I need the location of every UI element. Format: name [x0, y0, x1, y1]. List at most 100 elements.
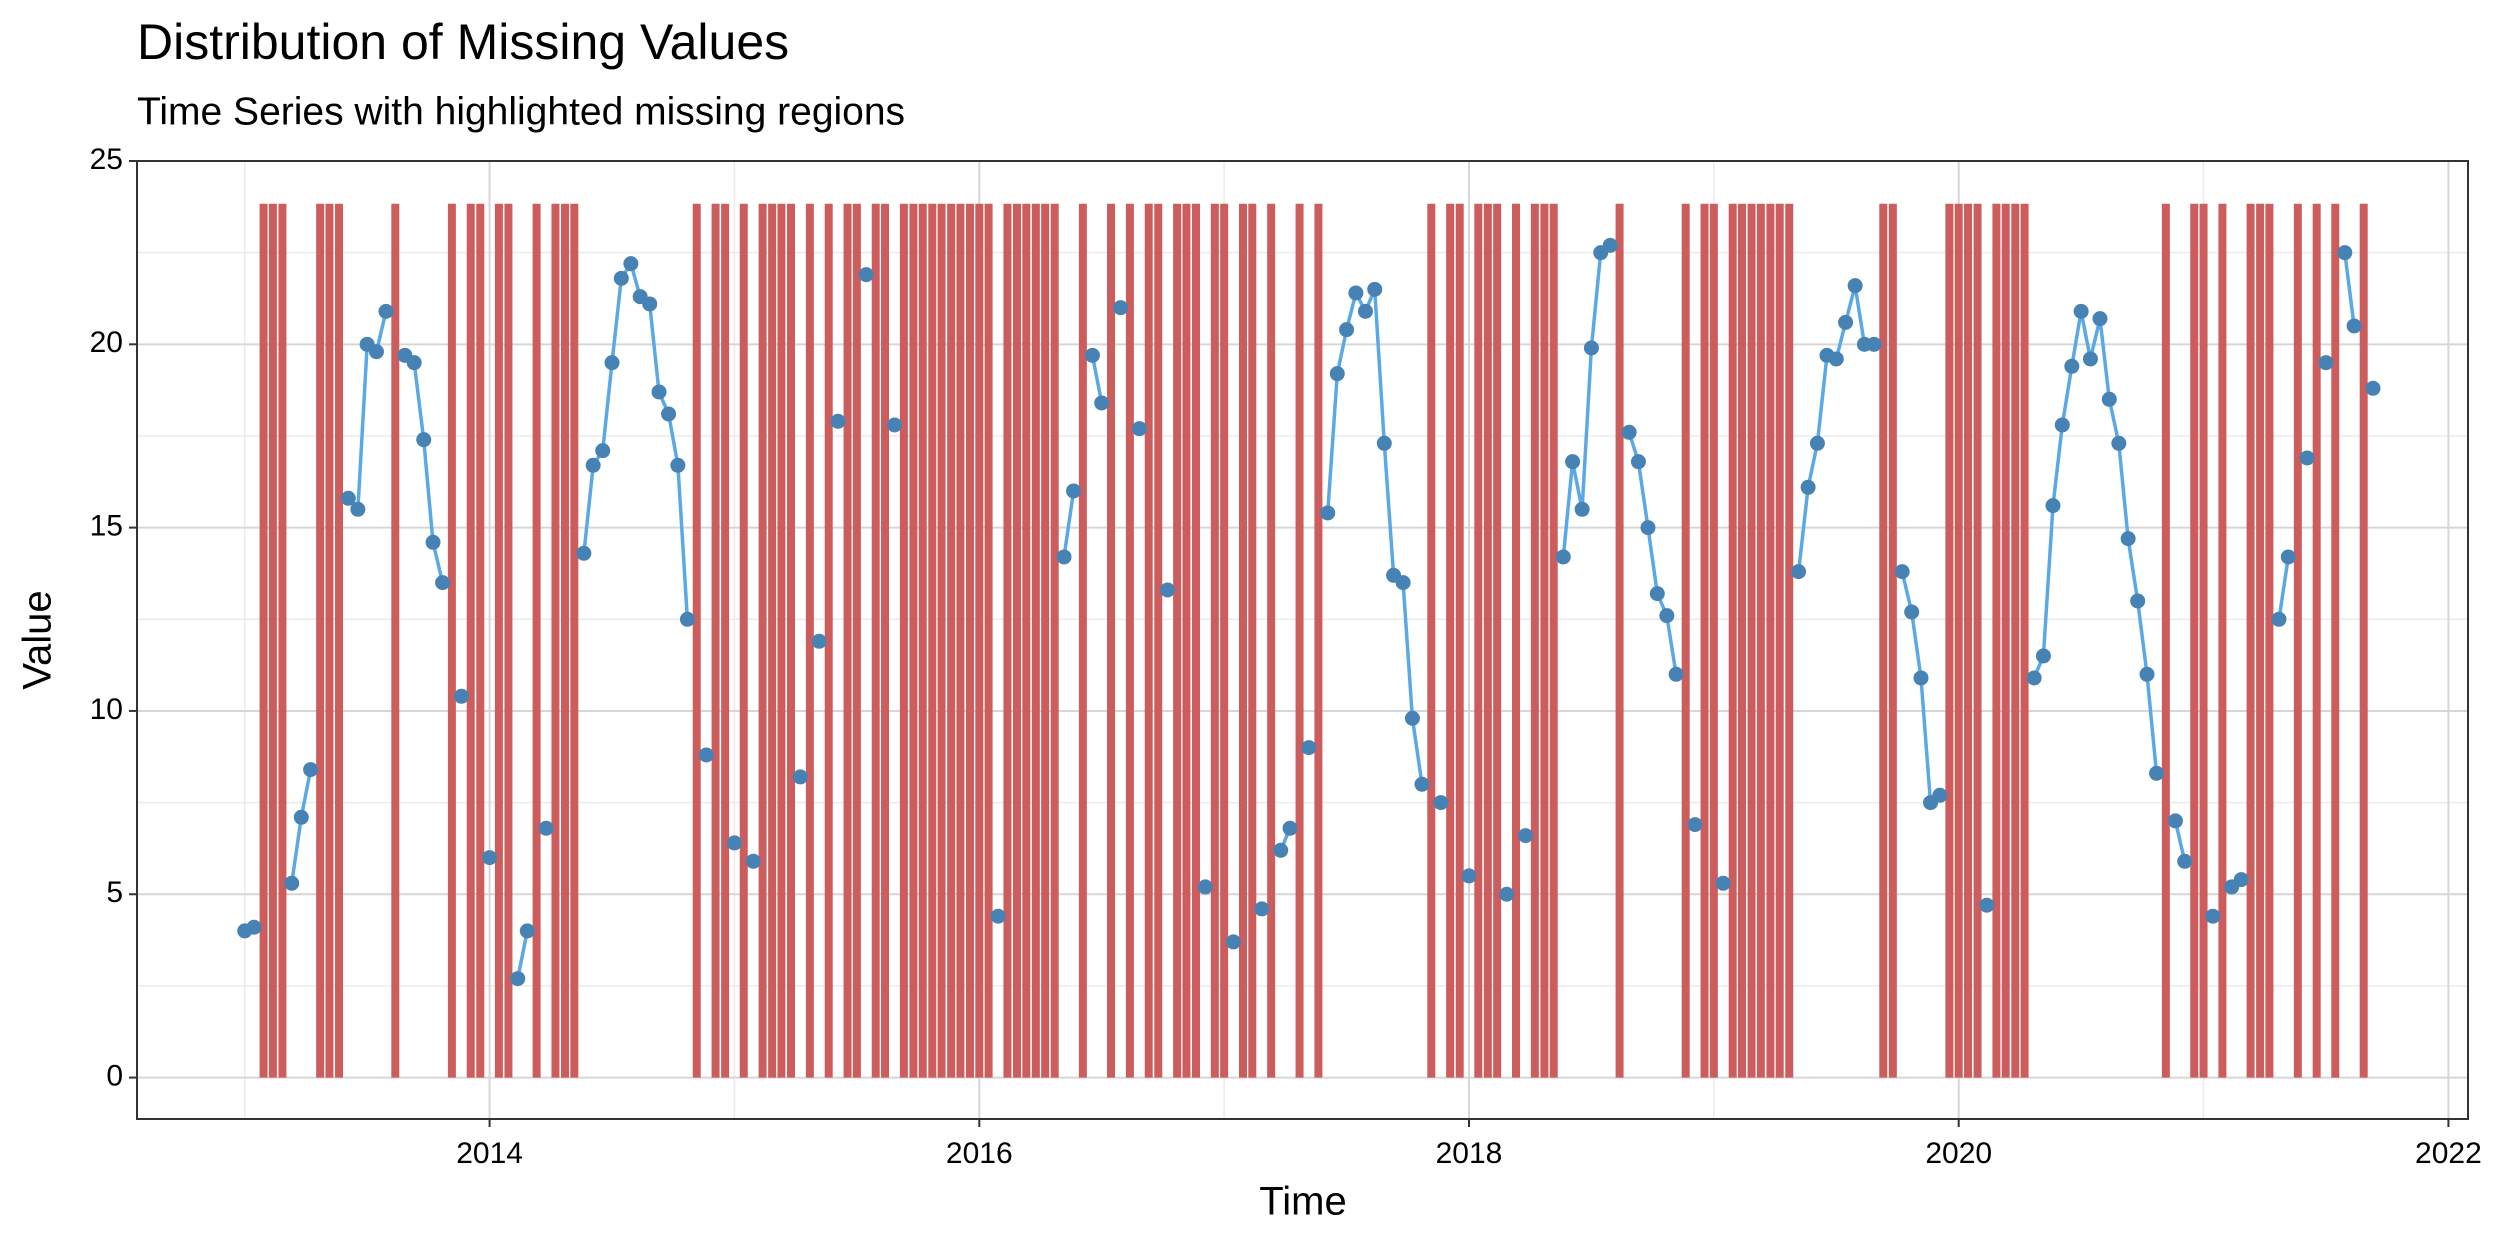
data-point — [2205, 908, 2221, 924]
y-tick-label: 20 — [90, 326, 123, 359]
data-point — [2337, 245, 2353, 261]
series-line — [2277, 556, 2291, 620]
data-point — [2280, 549, 2296, 565]
data-point — [1357, 303, 1373, 319]
data-point — [538, 820, 554, 836]
data-point — [642, 296, 658, 312]
data-point — [2318, 355, 2334, 371]
data-point — [1894, 564, 1910, 580]
data-point — [1395, 575, 1411, 591]
data-point — [623, 256, 639, 272]
data-point — [1273, 842, 1289, 858]
data-point — [1828, 351, 1844, 367]
marks — [237, 203, 2381, 1078]
data-point — [1687, 817, 1703, 833]
series-line — [1090, 354, 1104, 404]
data-point — [1659, 608, 1675, 624]
data-point — [2045, 498, 2061, 514]
data-point — [745, 853, 761, 869]
data-point — [2149, 765, 2165, 781]
data-point — [1225, 934, 1241, 950]
plot-border — [136, 160, 2469, 1120]
data-point — [406, 355, 422, 371]
data-point — [2346, 318, 2362, 334]
x-tick-label: 2020 — [1925, 1137, 1992, 1170]
data-point — [1376, 435, 1392, 451]
data-point — [1113, 300, 1129, 316]
series-line — [2032, 310, 2159, 774]
data-point — [510, 971, 526, 987]
data-point — [482, 850, 498, 866]
data-point — [1866, 336, 1882, 352]
data-point — [340, 490, 356, 506]
x-axis-title: Time — [1259, 1180, 1346, 1224]
data-point — [2026, 670, 2042, 686]
data-point — [1056, 549, 1072, 565]
data-point — [453, 688, 469, 704]
data-point — [670, 457, 686, 473]
data-point — [435, 575, 451, 591]
data-point — [2111, 435, 2127, 451]
x-tick-label: 2018 — [1436, 1137, 1503, 1170]
series-line — [1062, 490, 1076, 558]
data-point — [1809, 435, 1825, 451]
data-point — [585, 457, 601, 473]
chart-subtitle: Time Series with highlighted missing reg… — [137, 90, 905, 133]
x-tick-label: 2016 — [946, 1137, 1013, 1170]
data-point — [1932, 787, 1948, 803]
data-point — [1320, 505, 1336, 521]
data-point — [576, 545, 592, 561]
data-point — [1329, 366, 1345, 382]
data-point — [2035, 648, 2051, 664]
data-point — [613, 270, 629, 286]
data-point — [858, 267, 874, 283]
data-point — [1094, 395, 1110, 411]
data-point — [416, 432, 432, 448]
data-point — [425, 534, 441, 550]
chart-title: Distribution of Missing Values — [137, 14, 789, 70]
data-point — [661, 406, 677, 422]
data-point — [1630, 454, 1646, 470]
data-point — [2167, 813, 2183, 829]
data-point — [1404, 710, 1420, 726]
data-point — [2139, 666, 2155, 682]
data-point — [246, 919, 262, 935]
y-tick-label: 10 — [90, 693, 123, 726]
data-point — [2177, 853, 2193, 869]
data-point — [519, 923, 535, 939]
data-point — [1339, 322, 1355, 338]
data-point — [1847, 278, 1863, 294]
data-point — [2365, 380, 2381, 396]
data-point — [378, 303, 394, 319]
data-point — [368, 344, 384, 360]
data-point — [2092, 311, 2108, 327]
data-point — [2082, 351, 2098, 367]
data-point — [350, 501, 366, 517]
data-point — [1838, 314, 1854, 330]
data-point — [1461, 868, 1477, 884]
data-point — [1668, 666, 1684, 682]
data-point — [830, 413, 846, 429]
y-tick-label: 5 — [106, 876, 123, 909]
data-point — [887, 417, 903, 433]
data-point — [1904, 604, 1920, 620]
data-point — [1565, 454, 1581, 470]
data-point — [2064, 358, 2080, 374]
data-point — [1197, 879, 1213, 895]
data-point — [698, 747, 714, 763]
data-point — [2101, 391, 2117, 407]
data-point — [1301, 740, 1317, 756]
data-point — [2299, 450, 2315, 466]
data-point — [1715, 875, 1731, 891]
data-point — [1518, 828, 1534, 844]
data-point — [1499, 886, 1515, 902]
y-tick-label: 15 — [90, 510, 123, 543]
series-line — [515, 930, 530, 979]
data-point — [1066, 483, 1082, 499]
data-point — [1574, 501, 1590, 517]
x-tick-label: 2014 — [456, 1137, 523, 1170]
y-tick-label: 25 — [90, 143, 123, 176]
data-point — [2120, 531, 2136, 547]
data-point — [792, 769, 808, 785]
